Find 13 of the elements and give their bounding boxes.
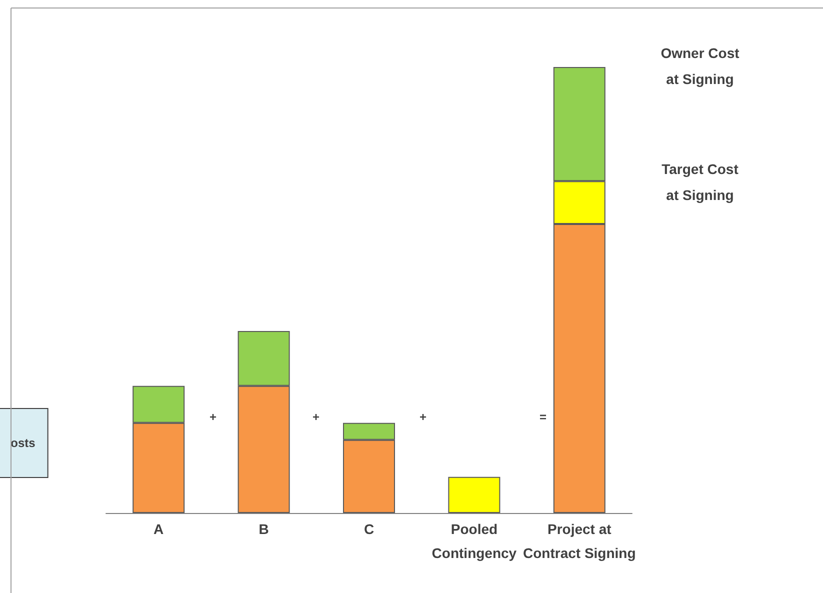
text: Owner Cost at Signing	[660, 45, 740, 87]
annotation: +	[312, 410, 320, 424]
text: osts	[10, 436, 36, 450]
x-tick-label: A	[154, 521, 164, 537]
bar	[448, 476, 500, 513]
x-tick-label: C	[364, 521, 374, 537]
x-tick-label: B	[258, 521, 269, 537]
annotation: +	[419, 410, 427, 424]
annotation: =	[539, 410, 547, 424]
x-tick-label: Pooled Contingency	[432, 521, 517, 561]
x-tick-label: Project at Contract Signing	[523, 521, 636, 561]
text: Target Cost at Signing	[662, 161, 739, 203]
annotation: +	[209, 410, 217, 424]
